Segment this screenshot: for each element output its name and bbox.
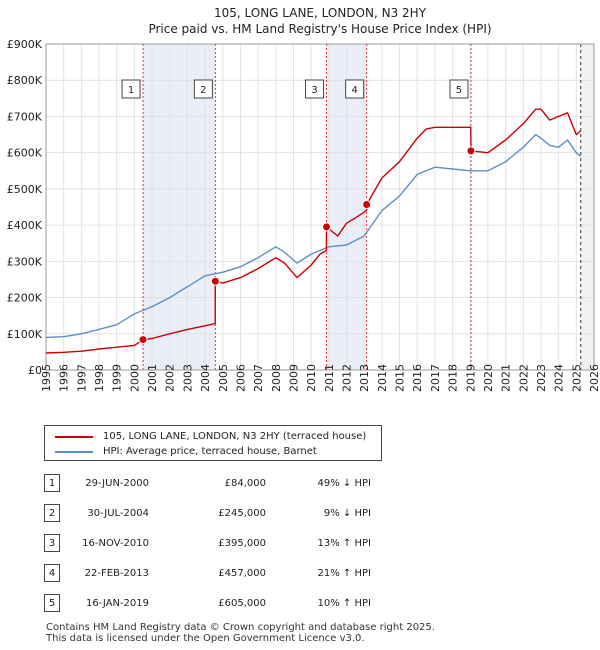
y-tick-label: £300K bbox=[7, 255, 43, 268]
x-tick-label: 2021 bbox=[500, 364, 513, 392]
x-tick-label: 2000 bbox=[128, 364, 141, 392]
sale-row: 5 16-JAN-2019 £605,000 10% ↑ HPI bbox=[44, 594, 384, 614]
sale-row: 3 16-NOV-2010 £395,000 13% ↑ HPI bbox=[44, 534, 384, 554]
sale-point bbox=[466, 146, 476, 156]
sale-hpi-diff: 21% ↑ HPI bbox=[317, 568, 371, 579]
sale-point bbox=[210, 276, 220, 286]
x-tick-label: 2025 bbox=[570, 364, 583, 392]
x-tick-label: 2020 bbox=[482, 364, 495, 392]
y-tick-label: £400K bbox=[7, 219, 43, 232]
sale-number-badge: 2 bbox=[44, 504, 60, 522]
y-tick-label: £700K bbox=[7, 110, 43, 123]
footer-line-licence: This data is licensed under the Open Gov… bbox=[46, 633, 365, 644]
sale-price: £395,000 bbox=[218, 538, 266, 549]
sale-point bbox=[322, 222, 332, 232]
x-tick-label: 2002 bbox=[164, 364, 177, 392]
sale-hpi-diff: 13% ↑ HPI bbox=[317, 538, 371, 549]
sale-label-box bbox=[121, 79, 141, 99]
sale-hpi-diff: 49% ↓ HPI bbox=[317, 478, 371, 489]
x-tick-label: 2024 bbox=[553, 364, 566, 392]
footer-line-copyright: Contains HM Land Registry data © Crown c… bbox=[46, 622, 435, 633]
x-tick-label: 2008 bbox=[270, 364, 283, 392]
legend-swatch-property bbox=[55, 435, 93, 438]
legend-label-property: 105, LONG LANE, LONDON, N3 2HY (terraced… bbox=[103, 431, 367, 442]
sale-hpi-diff: 9% ↓ HPI bbox=[323, 508, 371, 519]
x-tick-label: 1997 bbox=[75, 364, 88, 392]
sale-date: 22-FEB-2013 bbox=[84, 568, 149, 579]
x-tick-label: 2013 bbox=[358, 364, 371, 392]
chart-legend: 105, LONG LANE, LONDON, N3 2HY (terraced… bbox=[44, 425, 382, 461]
sale-point bbox=[362, 199, 372, 209]
sale-row: 2 30-JUL-2004 £245,000 9% ↓ HPI bbox=[44, 504, 384, 524]
sale-label-text: 2 bbox=[200, 85, 206, 96]
x-tick-label: 2012 bbox=[341, 364, 354, 392]
x-tick-label: 1996 bbox=[58, 364, 71, 392]
sale-number-badge: 4 bbox=[44, 564, 60, 582]
future-region bbox=[580, 44, 594, 370]
footer-attribution: Contains HM Land Registry data © Crown c… bbox=[46, 622, 435, 644]
sale-label-text: 4 bbox=[351, 85, 357, 96]
x-tick-label: 2019 bbox=[464, 364, 477, 392]
chart-title: 105, LONG LANE, LONDON, N3 2HY bbox=[214, 6, 427, 20]
x-tick-label: 2015 bbox=[394, 364, 407, 392]
x-tick-label: 2010 bbox=[305, 364, 318, 392]
x-tick-label: 2016 bbox=[411, 364, 424, 392]
y-tick-label: £800K bbox=[7, 74, 43, 87]
sale-date: 16-NOV-2010 bbox=[82, 538, 149, 549]
sale-label-text: 5 bbox=[456, 85, 462, 96]
series-line bbox=[45, 133, 582, 339]
sale-price: £84,000 bbox=[224, 478, 266, 489]
sale-number-badge: 5 bbox=[44, 594, 60, 612]
x-tick-label: 2003 bbox=[181, 364, 194, 392]
sale-date: 30-JUL-2004 bbox=[87, 508, 149, 519]
x-tick-label: 1998 bbox=[93, 364, 106, 392]
x-tick-label: 2018 bbox=[447, 364, 460, 392]
sale-point bbox=[138, 335, 148, 345]
chart-subtitle: Price paid vs. HM Land Registry's House … bbox=[148, 22, 491, 36]
x-tick-label: 1999 bbox=[111, 364, 124, 392]
y-tick-label: £600K bbox=[7, 147, 43, 160]
y-tick-label: £100K bbox=[7, 328, 43, 341]
sale-label-box bbox=[305, 79, 325, 99]
legend-item-hpi: HPI: Average price, terraced house, Barn… bbox=[55, 446, 317, 457]
legend-item-property: 105, LONG LANE, LONDON, N3 2HY (terraced… bbox=[55, 431, 366, 442]
x-tick-label: 2009 bbox=[287, 364, 300, 392]
x-tick-label: 2001 bbox=[146, 364, 159, 392]
sale-number-badge: 3 bbox=[44, 534, 60, 552]
sale-label-text: 1 bbox=[128, 85, 134, 96]
y-tick-label: £0 bbox=[28, 364, 42, 377]
x-tick-label: 2026 bbox=[588, 364, 600, 392]
sale-row: 4 22-FEB-2013 £457,000 21% ↑ HPI bbox=[44, 564, 384, 584]
sale-label-text: 3 bbox=[311, 85, 317, 96]
sale-price: £457,000 bbox=[218, 568, 266, 579]
sale-hpi-diff: 10% ↑ HPI bbox=[317, 598, 371, 609]
sale-row: 1 29-JUN-2000 £84,000 49% ↓ HPI bbox=[44, 474, 384, 494]
x-tick-label: 2022 bbox=[517, 364, 530, 392]
sale-date: 29-JUN-2000 bbox=[85, 478, 149, 489]
y-tick-label: £900K bbox=[7, 38, 43, 51]
plot-frame bbox=[45, 43, 595, 371]
y-tick-label: £500K bbox=[7, 183, 43, 196]
x-tick-label: 2004 bbox=[199, 364, 212, 392]
x-tick-label: 2005 bbox=[217, 364, 230, 392]
y-tick-label: £200K bbox=[7, 292, 43, 305]
sale-date: 16-JAN-2019 bbox=[85, 598, 149, 609]
x-tick-label: 1995 bbox=[40, 364, 53, 392]
legend-label-hpi: HPI: Average price, terraced house, Barn… bbox=[103, 446, 317, 457]
price-chart: 105, LONG LANE, LONDON, N3 2HY Price pai… bbox=[7, 6, 600, 392]
sale-price: £605,000 bbox=[218, 598, 266, 609]
x-tick-label: 2006 bbox=[234, 364, 247, 392]
x-tick-label: 2014 bbox=[376, 364, 389, 392]
legend-swatch-hpi bbox=[55, 450, 93, 453]
series-line bbox=[45, 108, 582, 354]
x-tick-label: 2017 bbox=[429, 364, 442, 392]
sale-label-box bbox=[193, 79, 213, 99]
sale-label-box bbox=[449, 79, 469, 99]
x-tick-label: 2011 bbox=[323, 364, 336, 392]
sale-label-box bbox=[345, 79, 365, 99]
x-tick-label: 2023 bbox=[535, 364, 548, 392]
x-tick-label: 2007 bbox=[252, 364, 265, 392]
sale-number-badge: 1 bbox=[44, 474, 60, 492]
sale-price: £245,000 bbox=[218, 508, 266, 519]
